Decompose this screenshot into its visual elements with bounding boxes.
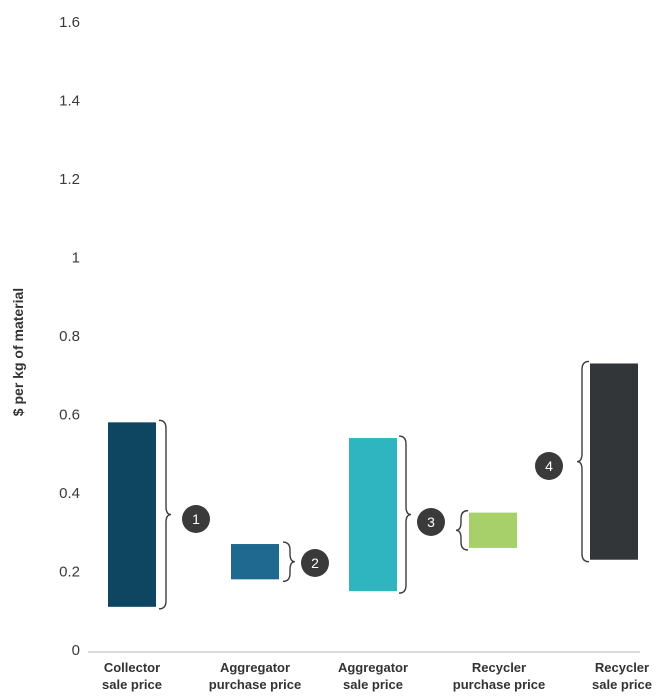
category-label: sale price [343,677,403,692]
category-label: purchase price [209,677,302,692]
y-tick-label: 0.8 [59,328,80,345]
bar [231,544,279,580]
y-axis-ticks: 0 0.2 0.4 0.6 0.8 1 1.2 1.4 1.6 [59,14,80,659]
y-tick-label: 1.2 [59,171,80,188]
y-tick-label: 0.6 [59,407,80,424]
category-label: Aggregator [220,660,290,675]
step-badge-label: 4 [545,458,553,474]
category-labels: Collector sale price Aggregator purchase pr… [102,660,652,692]
step-badge [182,505,210,533]
y-axis-label-group: $ per kg of material [10,288,26,416]
bar [469,512,517,548]
bracket [398,435,412,594]
category-label: purchase price [453,677,546,692]
y-tick-label: 1 [72,250,80,267]
step-badge [417,508,445,536]
bar [349,438,397,592]
bar [590,363,638,560]
step-badge-label: 3 [427,514,435,530]
bracket [455,509,469,551]
y-tick-label: 1.6 [59,14,80,31]
bracket [282,541,296,583]
bracket [576,360,590,563]
category-label: Collector [104,660,160,675]
y-tick-label: 0 [72,642,80,659]
bars [108,363,638,607]
bracket [158,419,172,610]
step-badge-label: 1 [192,511,200,527]
category-label: Recycler [472,660,526,675]
badges: 1 2 3 4 [182,452,563,577]
category-label: Aggregator [338,660,408,675]
y-tick-label: 0.4 [59,485,80,502]
y-tick-label: 0.2 [59,564,80,581]
bar [108,422,156,607]
category-label: sale price [102,677,162,692]
step-badge [535,452,563,480]
category-label: Recycler [595,660,649,675]
step-badge-label: 2 [311,555,319,571]
category-label: sale price [592,677,652,692]
brackets [158,360,590,610]
step-badge [301,549,329,577]
y-axis-label: $ per kg of material [10,288,26,416]
y-tick-label: 1.4 [59,93,80,110]
